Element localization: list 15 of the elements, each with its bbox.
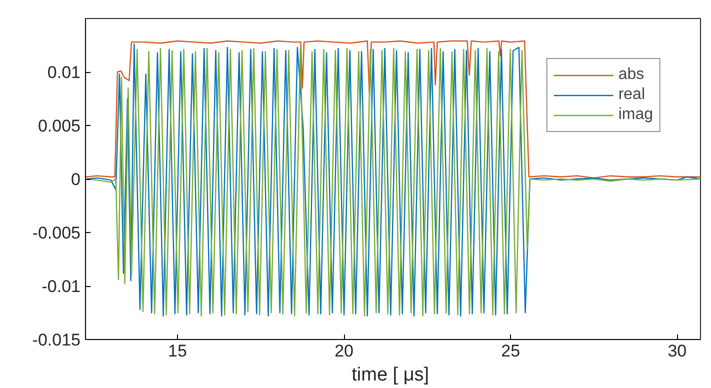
line-series — [86, 40, 700, 179]
y-tick-label: -0.005 — [32, 224, 80, 242]
x-tick-label: 20 — [334, 342, 354, 360]
x-tick-label: 15 — [168, 342, 187, 360]
y-tick-label: -0.015 — [32, 330, 80, 350]
x-tick-label: 30 — [668, 342, 687, 360]
legend-label: imag — [618, 106, 653, 124]
x-tick-label: 25 — [501, 342, 520, 360]
y-tick-label: 0 — [71, 170, 81, 189]
x-axis-title: time [ μs] — [352, 364, 430, 386]
y-tick-label: 0.005 — [38, 116, 81, 136]
legend-label: abs — [618, 66, 644, 84]
y-tick-label: 0.01 — [47, 63, 81, 82]
y-tick-label: -0.01 — [42, 277, 80, 296]
legend-label: real — [618, 86, 645, 104]
